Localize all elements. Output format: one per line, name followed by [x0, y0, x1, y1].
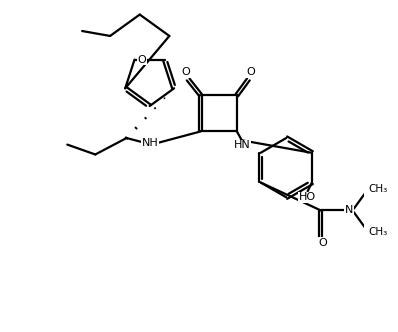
Text: HN: HN	[233, 140, 250, 150]
Text: N: N	[345, 206, 353, 215]
Text: O: O	[138, 55, 146, 65]
Text: HO: HO	[298, 192, 316, 202]
Text: CH₃: CH₃	[368, 184, 387, 194]
Text: O: O	[181, 67, 190, 77]
Text: O: O	[318, 238, 327, 248]
Text: NH: NH	[142, 138, 159, 148]
Text: CH₃: CH₃	[368, 227, 387, 237]
Text: O: O	[246, 67, 255, 77]
